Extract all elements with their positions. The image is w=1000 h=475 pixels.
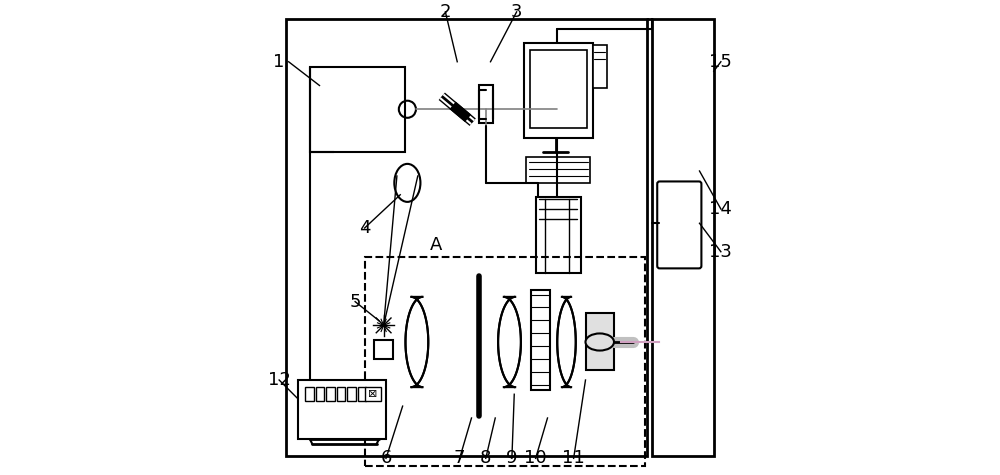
Bar: [531, 290, 550, 390]
PathPatch shape: [498, 297, 521, 387]
Bar: [586, 314, 614, 370]
Bar: [326, 387, 335, 401]
Text: 7: 7: [454, 449, 465, 467]
Bar: [593, 45, 607, 88]
Text: 14: 14: [709, 200, 732, 218]
PathPatch shape: [557, 297, 576, 387]
Bar: [530, 50, 587, 128]
Text: 13: 13: [709, 243, 732, 261]
Bar: [305, 387, 314, 401]
Text: 15: 15: [709, 53, 732, 71]
Bar: [479, 86, 493, 124]
Bar: [286, 19, 647, 456]
Text: 3: 3: [511, 3, 522, 21]
Ellipse shape: [586, 333, 614, 351]
Bar: [365, 387, 381, 401]
Text: 4: 4: [359, 219, 370, 237]
Ellipse shape: [394, 164, 420, 202]
Text: ⊠: ⊠: [368, 389, 377, 399]
FancyBboxPatch shape: [657, 181, 701, 268]
Text: A: A: [430, 236, 442, 254]
Text: 12: 12: [268, 371, 291, 389]
Bar: [526, 157, 590, 183]
Bar: [536, 197, 581, 273]
Bar: [347, 387, 356, 401]
Bar: [365, 256, 645, 466]
Text: 8: 8: [480, 449, 491, 467]
Text: 1: 1: [273, 53, 285, 71]
Bar: [337, 387, 345, 401]
Bar: [524, 43, 593, 138]
Bar: [310, 66, 405, 152]
Text: 9: 9: [506, 449, 518, 467]
Text: 10: 10: [524, 449, 547, 467]
Bar: [316, 387, 324, 401]
Text: 5: 5: [349, 293, 361, 311]
Bar: [659, 183, 700, 266]
Bar: [358, 387, 366, 401]
Text: 11: 11: [562, 449, 585, 467]
Bar: [374, 340, 393, 359]
PathPatch shape: [405, 297, 428, 387]
Text: 2: 2: [440, 3, 451, 21]
Text: 6: 6: [380, 449, 392, 467]
Bar: [298, 380, 386, 439]
Bar: [652, 19, 714, 456]
